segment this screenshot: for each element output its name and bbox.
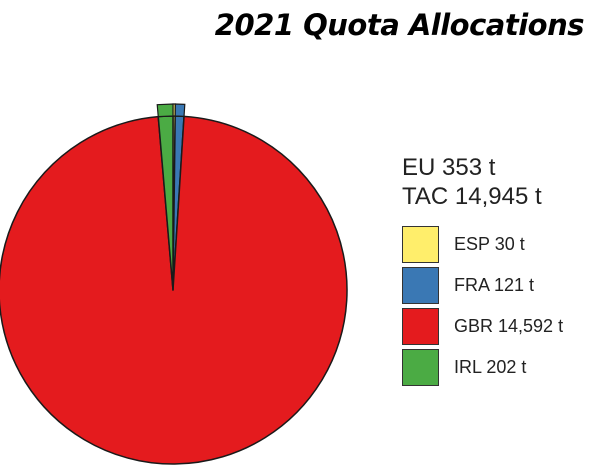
legend-swatch-esp: [402, 226, 439, 263]
chart-title: 2021 Quota Allocations: [214, 8, 585, 42]
legend-label-irl: IRL 202 t: [454, 357, 527, 377]
legend-swatch-irl: [402, 349, 439, 386]
tac-total-label: TAC 14,945 t: [402, 183, 542, 210]
eu-total-label: EU 353 t: [402, 154, 496, 181]
legend-label-esp: ESP 30 t: [454, 234, 525, 254]
chart-summary: EU 353 t TAC 14,945 t: [402, 153, 542, 211]
pie-slice-tip-fra: [174, 103, 186, 117]
legend-label-fra: FRA 121 t: [454, 275, 535, 295]
pie-slice-tip-irl: [156, 103, 174, 118]
legend-swatch-fra: [402, 267, 439, 304]
legend-swatch-gbr: [402, 308, 439, 345]
legend-label-gbr: GBR 14,592 t: [454, 316, 564, 336]
